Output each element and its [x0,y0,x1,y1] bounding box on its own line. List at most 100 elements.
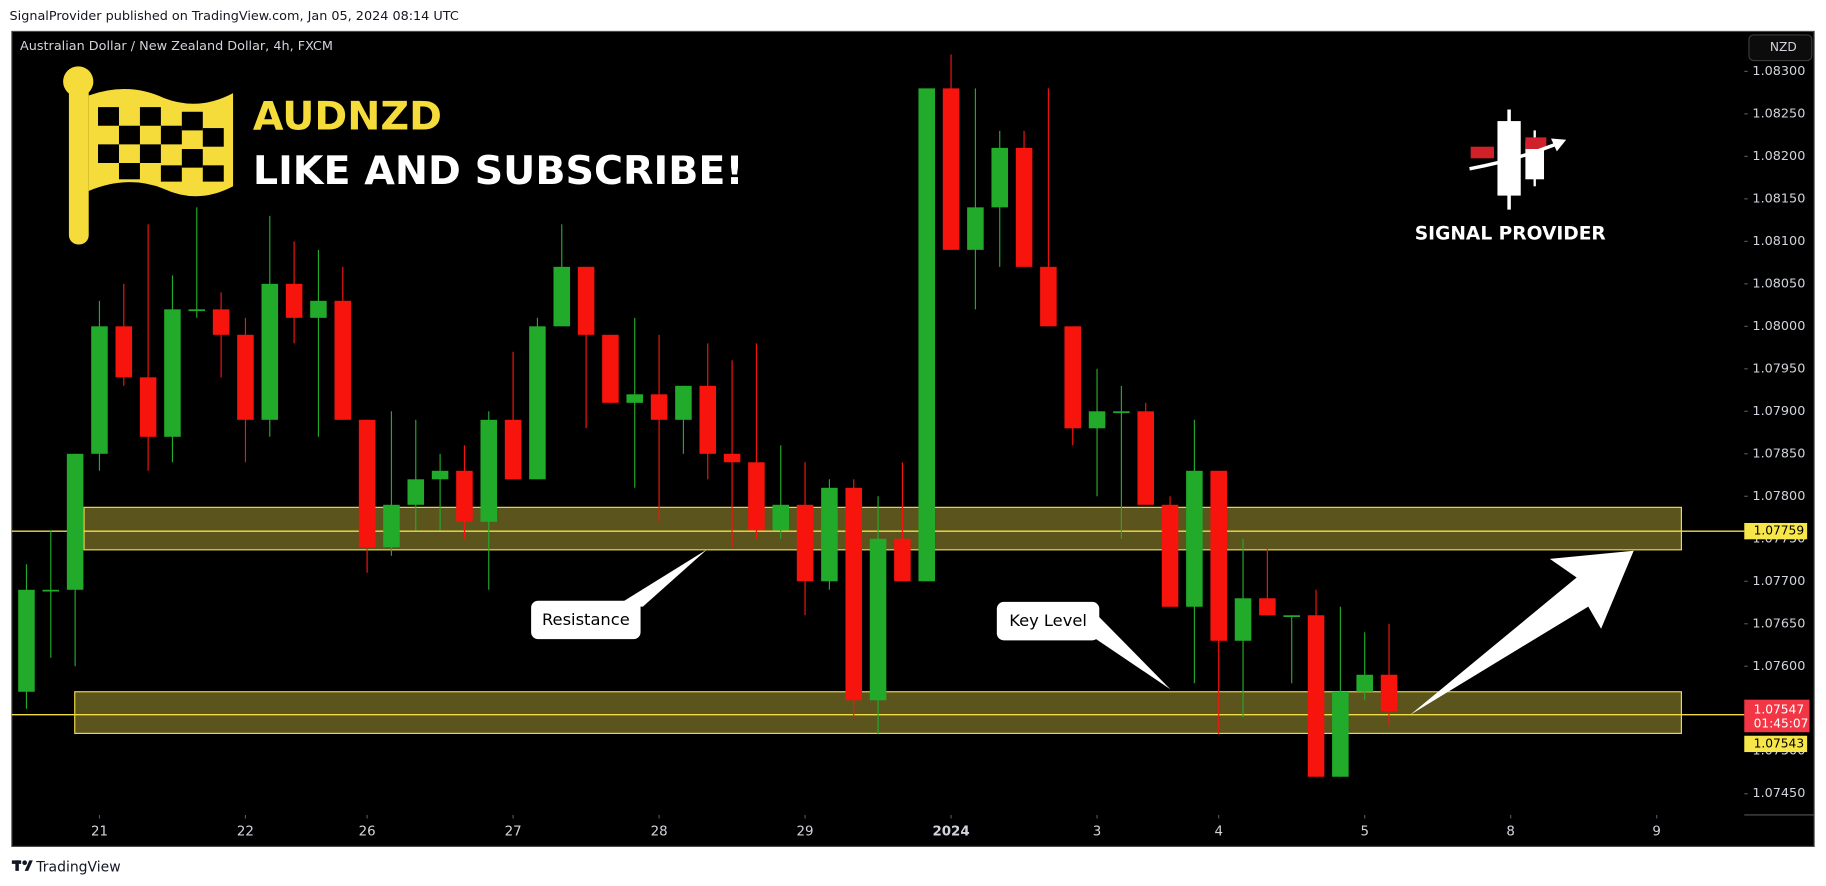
candle-body [188,309,206,312]
annotation: Resistance [542,610,630,629]
tradingview-logo [11,860,33,871]
candle-body [894,538,911,582]
candle-body [115,326,133,378]
y-tick-label: 1.07600 [1752,659,1805,674]
x-tick-label: 26 [359,824,376,839]
candle-body [407,479,425,505]
candle-body [456,470,473,522]
countdown: 01:45:07 [1754,717,1809,731]
candle-body [164,309,181,437]
candle-body [553,266,571,327]
candle-body [821,487,838,582]
current-price-box [1744,699,1810,733]
y-tick-label: 1.08200 [1752,149,1805,164]
candle-body [626,394,644,403]
x-tick-label: 27 [505,824,522,839]
x-tick-label: 4 [1214,824,1223,839]
candle-body [310,300,327,318]
x-tick-label: 28 [651,824,668,839]
candle-body [1137,411,1154,505]
candle-body [1283,615,1300,618]
brand: SIGNAL PROVIDER [1415,224,1606,245]
candle-body [991,147,1009,208]
candle-body [431,470,449,480]
candle-body [699,385,717,454]
candle-body [504,419,522,480]
x-tick-label: 8 [1506,824,1515,839]
y-tick-label: 1.07950 [1752,361,1805,376]
y-tick-label: 1.08150 [1752,191,1805,206]
x-tick-label: 22 [237,824,254,839]
candle-body [942,88,960,250]
y-tick-label: 1.08300 [1752,64,1805,79]
candle-body [1259,598,1276,616]
y-tick-label: 1.08250 [1752,106,1805,121]
footer: TradingView [35,859,120,875]
candle-body [1186,470,1203,607]
candle-body [869,538,887,701]
candle-body [845,487,863,701]
currency-box [1748,34,1813,62]
candle-body [18,589,35,692]
level-label-box [1744,522,1808,540]
candle-body [1356,674,1373,692]
candle-body [42,589,60,592]
y-tick-label: 1.07800 [1752,489,1805,504]
candle-body [577,266,595,335]
candle-body [334,300,352,420]
candle-body [1088,411,1106,429]
candle-body [91,326,108,454]
candle-body [1064,326,1081,429]
candle-body [748,462,765,531]
callout-box [996,601,1100,641]
candle-body [1234,598,1252,641]
x-tick-label: 9 [1652,824,1661,839]
level-label: 1.07759 [1754,524,1805,538]
overlay-subtitle: LIKE AND SUBSCRIBE! [253,148,744,194]
x-tick-label: 21 [91,824,108,839]
brand-logo [1469,109,1567,210]
level-label-box [1744,735,1808,753]
candle-body [237,334,254,420]
candle-body [650,394,668,420]
y-tick-label: 1.07700 [1752,574,1805,589]
candle-body [1380,674,1398,712]
current-price: 1.07547 [1754,703,1805,717]
flag-icon [63,66,234,245]
candle-body [1040,266,1057,327]
y-tick-label: 1.08050 [1752,276,1805,291]
header: SignalProvider published on TradingView.… [10,9,459,24]
candle-body [66,453,84,590]
candle-body [1113,411,1130,414]
y-tick-label: 1.07450 [1752,786,1805,801]
candle-body [383,504,400,548]
x-tick-label: 2024 [932,824,969,839]
candle-body [1210,470,1227,641]
currency: NZD [1770,40,1797,54]
y-tick-label: 1.07900 [1752,404,1805,419]
overlay-title: AUDNZD [253,93,442,139]
candle-body [1332,691,1349,777]
candle-body [358,419,376,548]
callout-pointer [1080,614,1171,690]
x-tick-label: 3 [1093,824,1102,839]
candle-body [1015,147,1033,267]
candle-body [212,309,230,335]
y-tick-label: 1.07650 [1752,616,1805,631]
level-label: 1.07543 [1754,736,1805,750]
up-arrow [1410,550,1634,715]
plot: 1.08300 1.08250 1.08200 1.08150 1.08100 1.080… [11,54,1810,839]
candle-body [261,283,279,420]
candle-body [1161,504,1179,607]
candle-body [139,377,157,437]
symbol-title: Australian Dollar / New Zealand Dollar, … [20,39,333,54]
candle-body [675,385,692,420]
x-tick-label: 5 [1360,824,1369,839]
candle-body [285,283,303,318]
candle-body [796,504,814,582]
y-tick-label: 1.08100 [1752,234,1805,249]
candle-body [967,207,984,250]
candle-body [480,419,498,522]
